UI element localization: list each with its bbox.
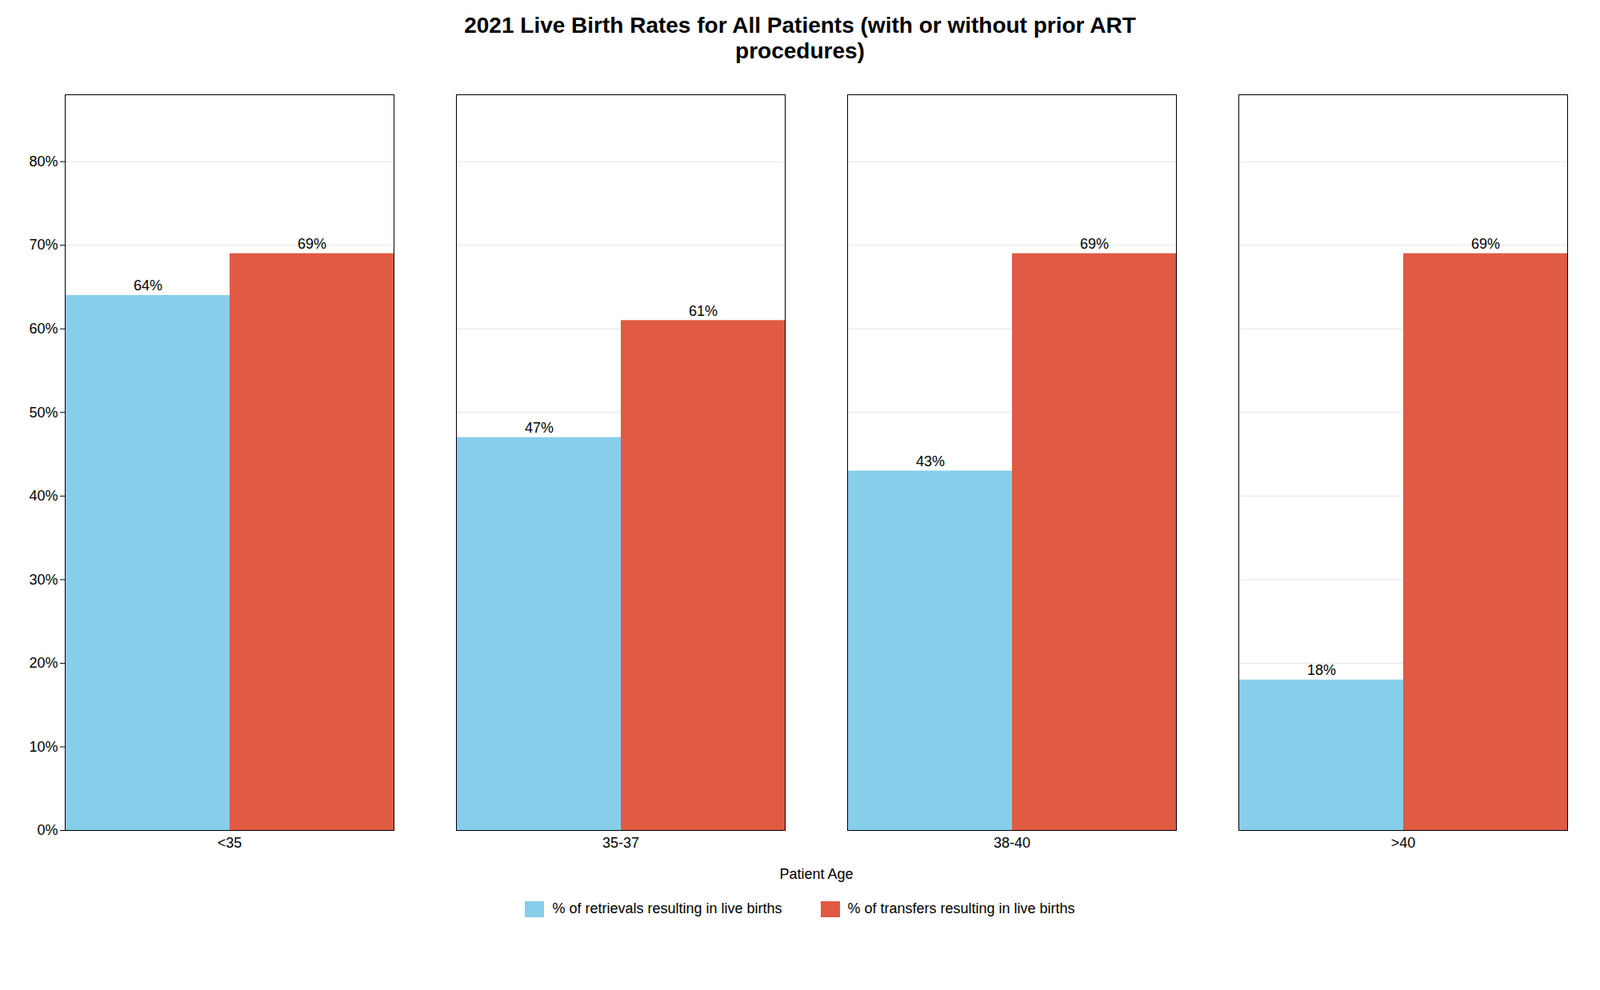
- svg-text:61%: 61%: [688, 303, 718, 320]
- svg-text:43%: 43%: [916, 453, 945, 470]
- svg-text:Patient Age: Patient Age: [779, 866, 853, 883]
- svg-text:10%: 10%: [28, 739, 58, 756]
- svg-text:47%: 47%: [524, 420, 554, 436]
- svg-text:18%: 18%: [1307, 662, 1336, 679]
- svg-text:0%: 0%: [36, 822, 58, 839]
- html-text:% of transfers resulting in li: % of transfers resulting in live births: [847, 900, 1075, 917]
- html-text:% of retrievals resulting in l: % of retrievals resulting in live births: [552, 900, 782, 917]
- svg-text:80%: 80%: [28, 153, 58, 170]
- svg-text:70%: 70%: [28, 236, 58, 253]
- svg-text:69%: 69%: [1471, 236, 1500, 252]
- svg-text:>40: >40: [1391, 835, 1416, 852]
- svg-text:64%: 64%: [133, 277, 163, 294]
- svg-text:69%: 69%: [1080, 236, 1109, 252]
- svg-text:60%: 60%: [28, 320, 58, 337]
- html-text:2021 Live Birth Rates for All: 2021 Live Birth Rates for All Patients (…: [464, 12, 1136, 64]
- svg-text:<35: <35: [217, 835, 243, 852]
- svg-text:20%: 20%: [28, 655, 58, 672]
- svg-text:40%: 40%: [28, 488, 58, 504]
- svg-text:50%: 50%: [28, 404, 58, 421]
- svg-text:35-37: 35-37: [602, 835, 640, 852]
- svg-text:69%: 69%: [297, 236, 327, 252]
- svg-text:38-40: 38-40: [993, 835, 1031, 852]
- svg-text:30%: 30%: [28, 572, 58, 588]
